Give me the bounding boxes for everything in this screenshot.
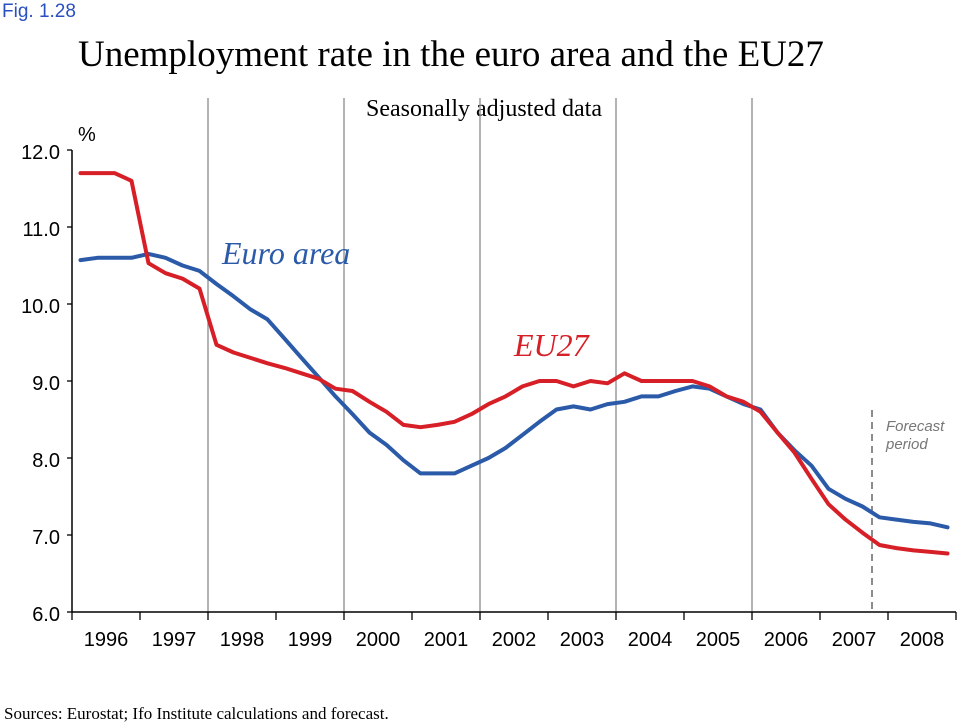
x-tick-label: 2000 (356, 629, 401, 651)
x-tick-label: 2005 (696, 629, 741, 651)
x-tick-label: 2008 (900, 629, 945, 651)
sources-note: Sources: Eurostat; Ifo Institute calcula… (4, 704, 389, 723)
line-chart: Unemployment rate in the euro area and t… (21, 34, 957, 651)
grid-lines (71, 98, 956, 613)
x-tick-label: 2006 (764, 629, 809, 651)
x-tick-label: 2004 (628, 629, 673, 651)
x-tick-label: 2003 (560, 629, 605, 651)
forecast-label: Forecast (886, 418, 945, 435)
y-axis-ticks: 6.0 7.0 8.0 9.0 10.0 11.0 12.0 (21, 142, 72, 626)
y-tick-label: 8.0 (32, 450, 60, 472)
x-tick-label: 1998 (220, 629, 265, 651)
x-axis-ticks: 1996 1997 1998 1999 2000 2001 2002 2003 2004 2005… (71, 612, 957, 651)
series-lines (78, 171, 950, 556)
series-labels: Euro area EU27 (221, 235, 591, 363)
y-tick-label: 9.0 (32, 373, 60, 395)
x-tick-label: 1996 (84, 629, 129, 651)
x-tick-label: 2007 (832, 629, 877, 651)
series-line-eu27 (78, 171, 950, 556)
figure-label: Fig. 1.28 (2, 1, 76, 22)
y-tick-label: 12.0 (21, 142, 60, 164)
chart-title: Unemployment rate in the euro area and t… (78, 34, 824, 75)
chart-subtitle: Seasonally adjusted data (366, 96, 602, 122)
series-label-eu27: EU27 (513, 327, 591, 363)
y-tick-label: 11.0 (23, 219, 60, 241)
forecast-label: period (885, 436, 928, 453)
series-label-euro-area: Euro area (221, 235, 350, 271)
y-tick-label: 7.0 (32, 527, 60, 549)
y-tick-label: 6.0 (32, 604, 60, 626)
x-tick-label: 1999 (288, 629, 333, 651)
x-tick-label: 2002 (492, 629, 537, 651)
y-tick-label: 10.0 (21, 296, 60, 318)
x-tick-label: 1997 (152, 629, 197, 651)
x-tick-label: 2001 (424, 629, 469, 651)
series-line-euro-area (78, 251, 950, 530)
y-axis-unit: % (78, 124, 96, 146)
